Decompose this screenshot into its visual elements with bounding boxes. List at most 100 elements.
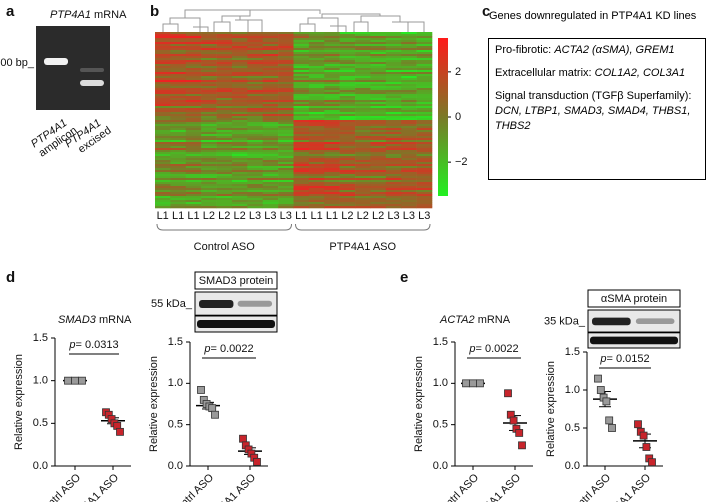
- heat-cell: [216, 54, 233, 57]
- heat-cell: [231, 46, 248, 49]
- heat-cell: [247, 110, 264, 113]
- heat-cell: [401, 100, 417, 103]
- heat-cell: [293, 196, 310, 199]
- heat-cell: [278, 174, 294, 177]
- heat-cell: [293, 162, 310, 165]
- heat-cell: [278, 60, 294, 63]
- heat-cell: [247, 64, 264, 67]
- heat-cell: [416, 156, 433, 159]
- heat-cell: [231, 84, 248, 87]
- heat-cell: [185, 184, 202, 187]
- heat-cell: [262, 114, 279, 117]
- heat-cell: [278, 150, 294, 153]
- heat-cell: [262, 62, 279, 65]
- heat-cell: [155, 204, 171, 207]
- blot-image: [587, 309, 681, 333]
- heat-cell: [416, 108, 433, 111]
- heat-cell: [201, 108, 217, 111]
- y-tick-label: 0.0: [565, 460, 580, 472]
- heat-cell: [385, 46, 402, 49]
- heat-cell: [216, 74, 233, 77]
- heat-cell: [216, 50, 233, 53]
- heat-cell: [262, 90, 279, 93]
- heat-cell: [339, 108, 356, 111]
- heat-cell: [355, 116, 371, 119]
- box-title: Genes downregulated in PTP4A1 KD lines: [489, 10, 697, 22]
- heat-cell: [401, 106, 417, 109]
- heat-cell: [401, 118, 417, 121]
- heat-cell: [185, 128, 202, 131]
- heat-cell: [355, 36, 371, 39]
- heat-cell: [262, 134, 279, 137]
- heat-cell: [355, 164, 371, 167]
- heat-cell: [370, 84, 387, 87]
- heat-cell: [185, 88, 202, 91]
- colorbar: [438, 38, 448, 196]
- heat-cell: [370, 164, 387, 167]
- heat-cell: [339, 58, 356, 61]
- heat-cell: [201, 60, 217, 63]
- heat-cell: [355, 142, 371, 145]
- heat-cell: [370, 82, 387, 85]
- heat-cell: [262, 184, 279, 187]
- heat-cell: [155, 78, 171, 81]
- heat-cell: [385, 144, 402, 147]
- heat-cell: [185, 112, 202, 115]
- heat-cell: [185, 166, 202, 169]
- heat-cell: [370, 62, 387, 65]
- heat-cell: [170, 148, 187, 151]
- heat-cell: [185, 40, 202, 43]
- heat-cell: [170, 146, 187, 149]
- heat-cell: [324, 166, 340, 169]
- heat-cell: [216, 200, 233, 203]
- heat-cell: [247, 114, 264, 117]
- heat-cell: [170, 62, 187, 65]
- heat-cell: [370, 112, 387, 115]
- heat-cell: [401, 80, 417, 83]
- heat-cell: [155, 60, 171, 63]
- data-point: [64, 376, 72, 385]
- heat-cell: [185, 92, 202, 95]
- heat-cell: [416, 130, 433, 133]
- heat-cell: [308, 68, 325, 71]
- heat-cell: [170, 46, 187, 49]
- heatmap: [155, 32, 433, 209]
- heat-cell: [278, 80, 294, 83]
- heat-cell: [308, 76, 325, 79]
- heat-cell: [370, 184, 387, 187]
- heat-cell: [355, 46, 371, 49]
- heat-cell: [170, 96, 187, 99]
- size-marker: 300 bp_: [0, 57, 35, 69]
- heat-cell: [155, 178, 171, 181]
- heat-cell: [401, 166, 417, 169]
- heat-cell: [308, 94, 325, 97]
- heat-cell: [155, 150, 171, 153]
- heat-cell: [401, 98, 417, 101]
- heat-cell: [216, 156, 233, 159]
- heat-cell: [370, 56, 387, 59]
- heat-cell: [170, 110, 187, 113]
- heat-cell: [293, 88, 310, 91]
- heat-cell: [401, 174, 417, 177]
- heat-cell: [231, 198, 248, 201]
- heat-cell: [231, 78, 248, 81]
- heat-cell: [293, 36, 310, 39]
- data-point: [596, 386, 605, 394]
- heat-cell: [401, 32, 417, 35]
- heat-cell: [324, 114, 340, 117]
- heat-cell: [401, 78, 417, 81]
- heat-cell: [416, 112, 433, 115]
- heat-cell: [185, 114, 202, 117]
- heat-cell: [262, 34, 279, 37]
- heat-cell: [247, 60, 264, 63]
- heat-cell: [201, 54, 217, 57]
- heat-cell: [401, 132, 417, 135]
- y-axis-label: Relative expression: [148, 356, 160, 452]
- heat-cell: [385, 64, 402, 67]
- column-label: L3: [264, 210, 276, 222]
- heat-cell: [262, 110, 279, 113]
- heat-cell: [355, 52, 371, 55]
- heat-cell: [308, 130, 325, 133]
- heat-cell: [231, 60, 248, 63]
- heat-cell: [170, 98, 187, 101]
